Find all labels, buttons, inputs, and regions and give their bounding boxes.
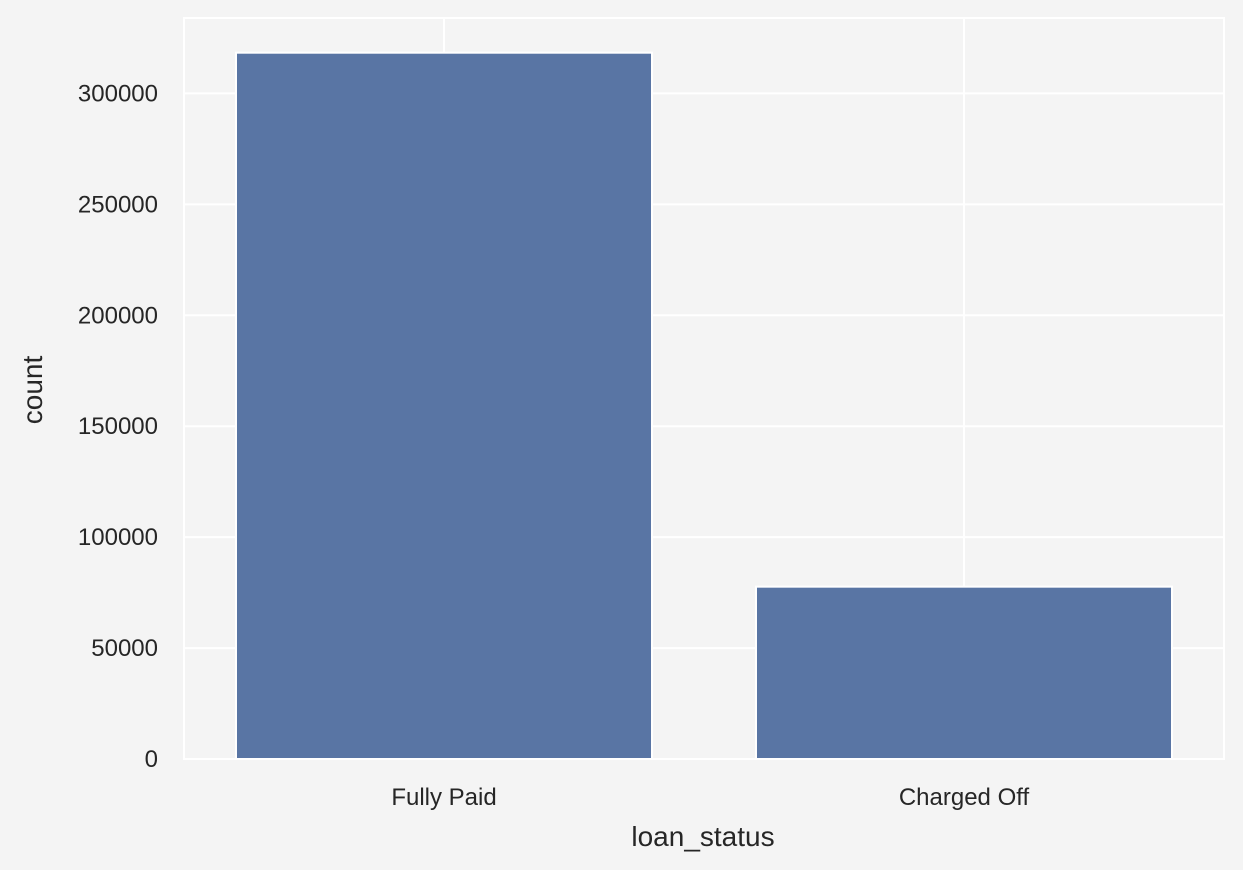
y-axis-label: count xyxy=(17,356,48,425)
y-tick-label: 50000 xyxy=(91,635,158,662)
y-tick-label: 150000 xyxy=(78,413,158,440)
y-tick-label: 200000 xyxy=(78,302,158,329)
bars xyxy=(235,51,1173,761)
y-tick-label: 0 xyxy=(145,746,158,773)
x-axis-label: loan_status xyxy=(631,821,774,852)
y-tick-label: 250000 xyxy=(78,191,158,218)
x-tick-label: Fully Paid xyxy=(391,784,496,811)
x-tick-labels: Fully Paid Charged Off xyxy=(391,784,1029,811)
y-tick-label: 300000 xyxy=(78,80,158,107)
y-tick-label: 100000 xyxy=(78,524,158,551)
y-tick-labels: 0 50000 100000 150000 200000 250000 300000 xyxy=(78,80,158,773)
bar-charged-off xyxy=(755,585,1173,760)
bar-fully-paid xyxy=(235,51,653,761)
x-tick-label: Charged Off xyxy=(899,784,1030,811)
